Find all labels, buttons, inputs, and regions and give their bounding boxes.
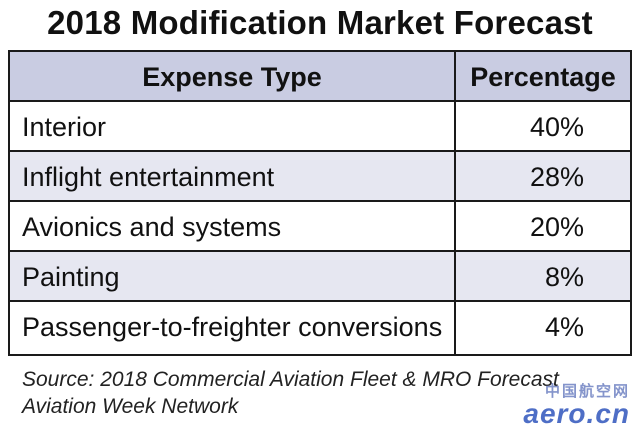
percentage-cell: 8% [544,262,584,292]
table-row: Avionics and systems 20% [10,202,630,252]
source-note: Source: 2018 Commercial Aviation Fleet &… [22,366,622,420]
column-divider [454,52,456,354]
table-row: Painting 8% [10,252,630,302]
table-header-row: Expense Type Percentage [10,52,630,102]
percentage-cell: 28% [529,162,584,192]
expense-type-cell: Inflight entertainment [22,162,275,192]
expense-type-cell: Avionics and systems [22,212,282,242]
table-row: Passenger-to-freighter conversions 4% [10,302,630,352]
chart-title: 2018 Modification Market Forecast [47,4,593,41]
percentage-cell: 4% [544,312,584,342]
percentage-cell: 40% [529,112,584,142]
expense-type-cell: Passenger-to-freighter conversions [22,312,443,342]
watermark-main-text: aero.cn [523,398,630,429]
column-header-expense-type: Expense Type [142,62,322,92]
source-line: Aviation Week Network [22,395,239,418]
table-row: Interior 40% [10,102,630,152]
expense-type-cell: Interior [22,112,107,142]
expense-type-cell: Painting [22,262,120,292]
watermark-logo: 中国航空网 aero.cn [480,384,630,428]
table-row: Inflight entertainment 28% [10,152,630,202]
source-line: Source: 2018 Commercial Aviation Fleet &… [22,368,559,391]
percentage-cell: 20% [529,212,584,242]
forecast-table: Expense Type Percentage Interior 40% Inf… [8,50,632,356]
column-header-percentage: Percentage [470,62,616,92]
watermark-top-text: 中国航空网 [544,383,630,400]
